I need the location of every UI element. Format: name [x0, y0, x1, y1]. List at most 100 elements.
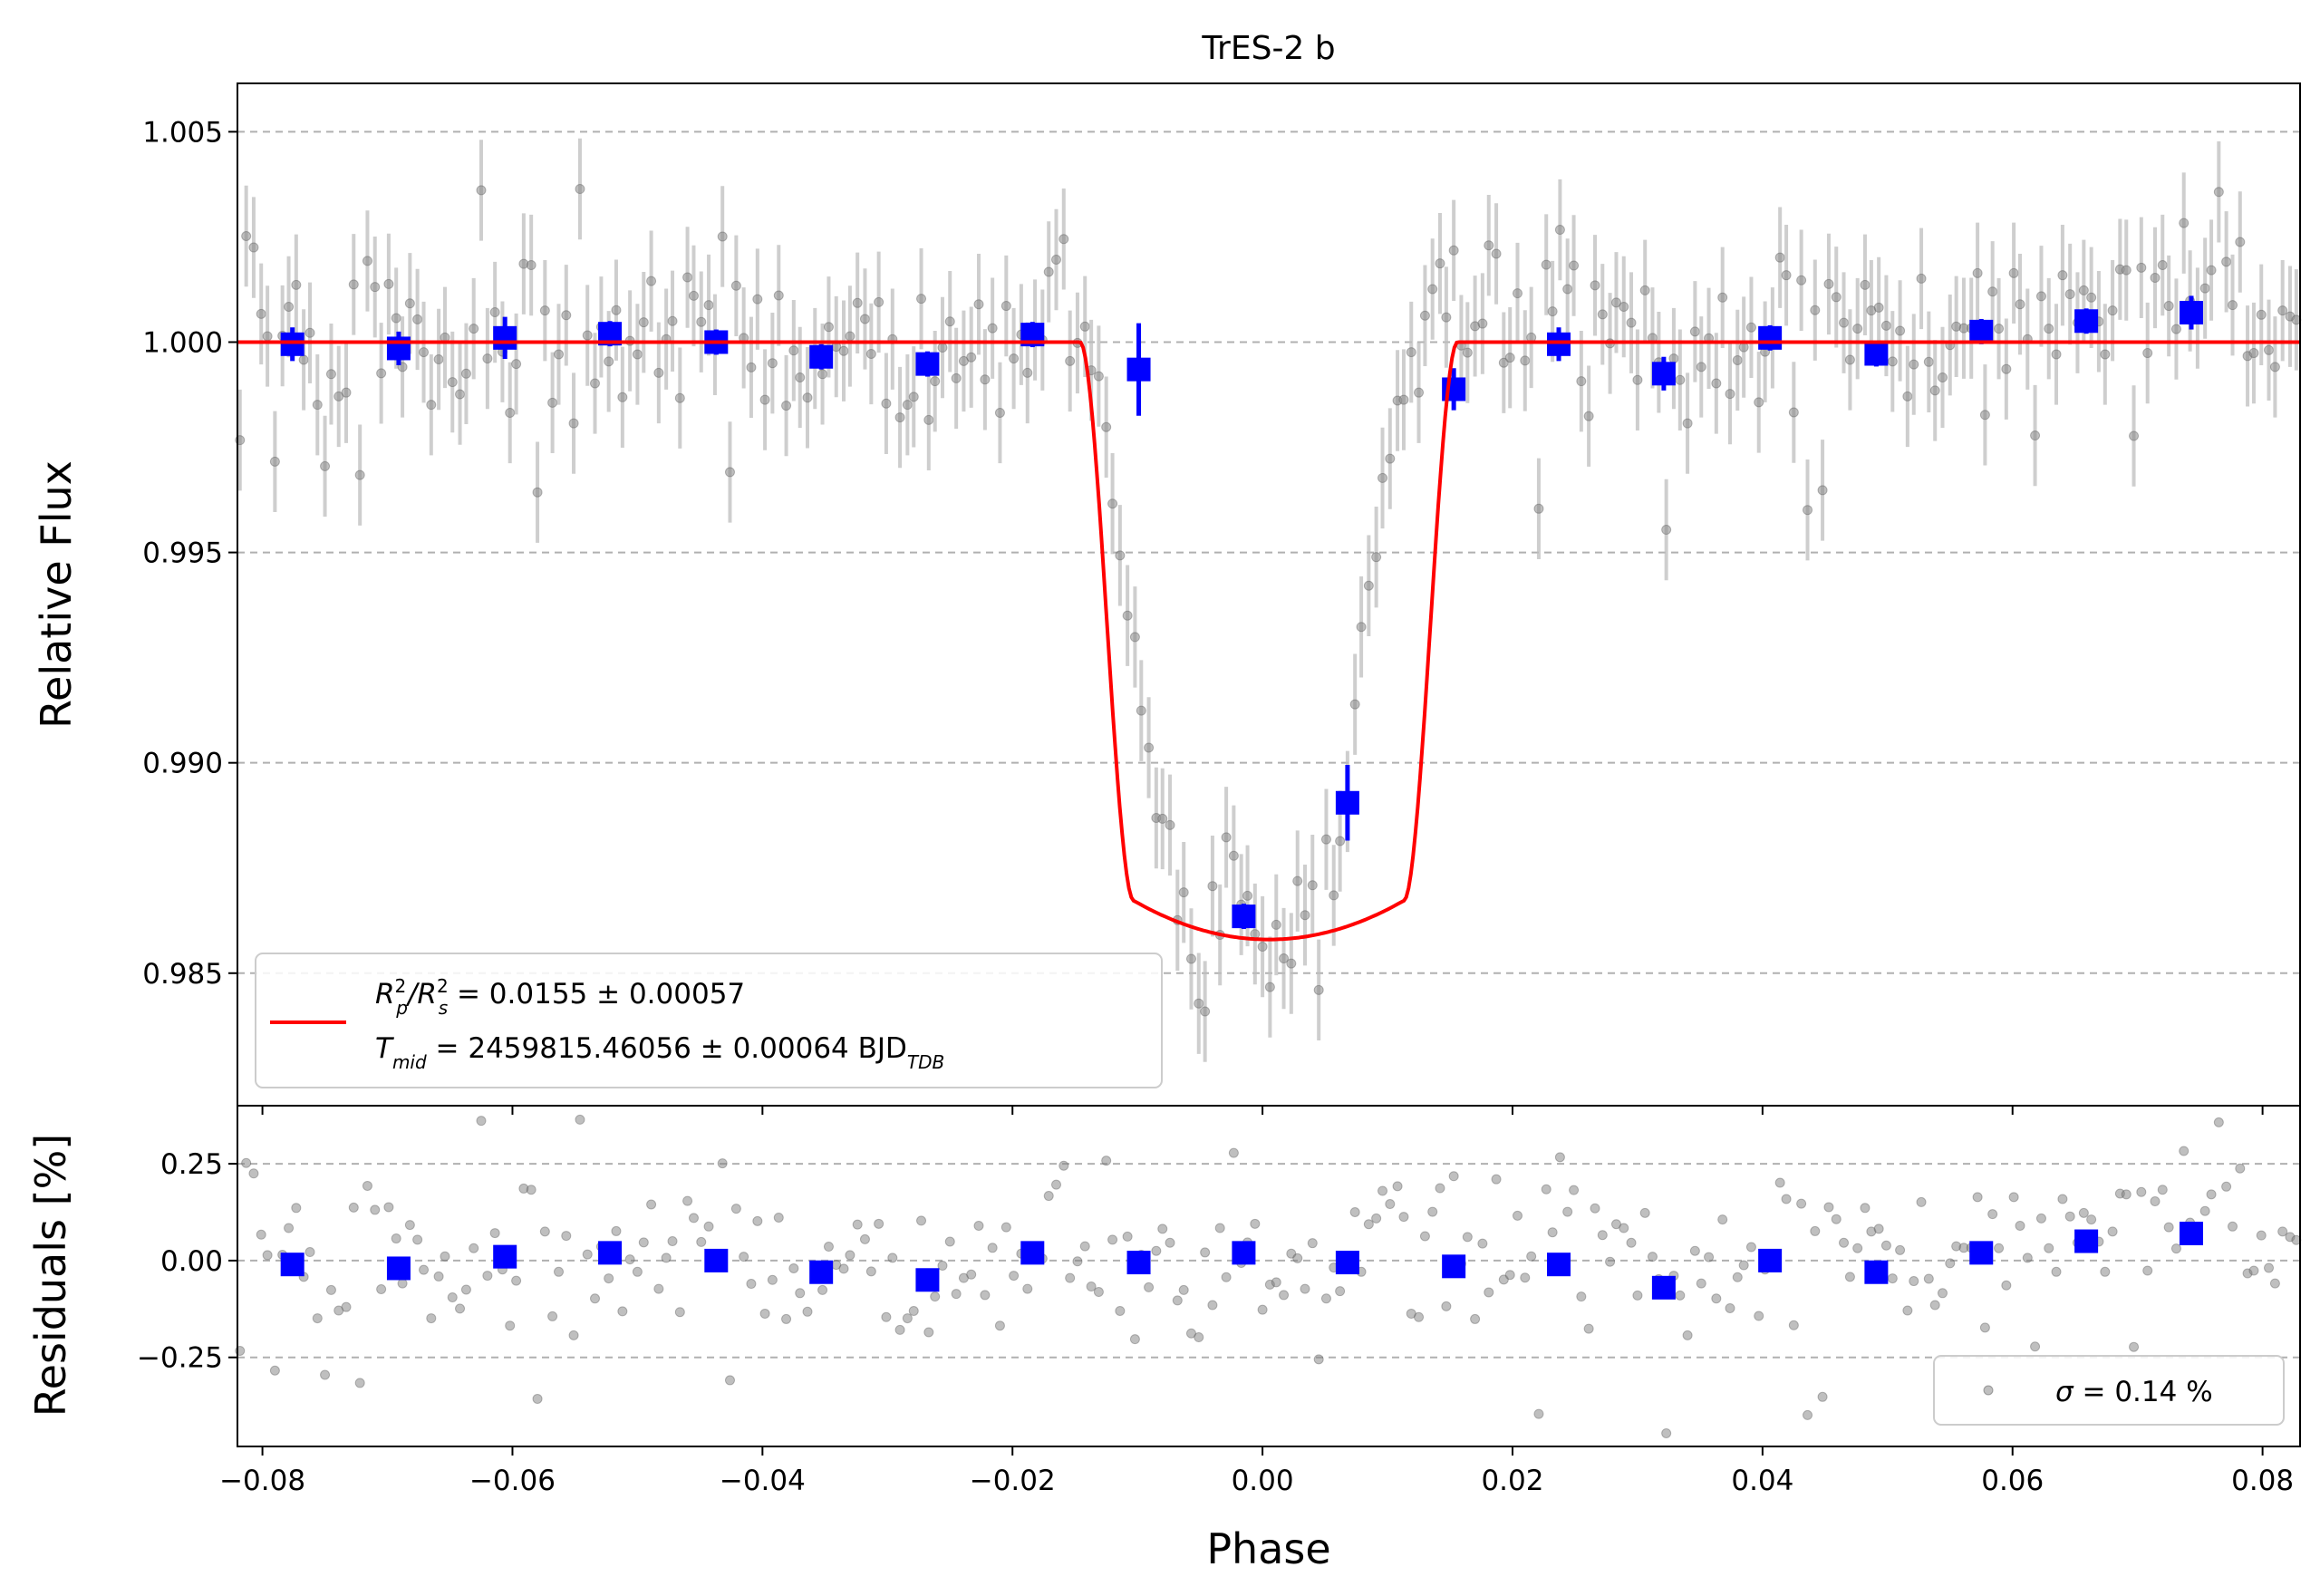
raw-point: [1363, 580, 1374, 591]
raw-point: [1051, 254, 1062, 265]
raw-point: [795, 372, 806, 382]
main-y-tick-label: 0.985: [142, 958, 223, 991]
raw-point: [2248, 348, 2259, 359]
raw-point: [575, 184, 585, 195]
residual-point: [1661, 1427, 1672, 1438]
legend-p-sub: p: [395, 997, 408, 1019]
raw-point: [1462, 347, 1473, 358]
residual-point: [391, 1233, 401, 1244]
raw-point: [404, 298, 415, 309]
raw-point: [1157, 813, 1168, 824]
residual-binned-point: [2179, 1222, 2203, 1245]
residual-point: [1086, 1282, 1097, 1292]
raw-point: [291, 279, 302, 290]
residual-point: [746, 1279, 757, 1290]
residual-point: [1292, 1253, 1303, 1263]
residual-point: [354, 1378, 365, 1388]
residual-point: [1520, 1272, 1531, 1283]
residual-point: [1696, 1278, 1706, 1289]
raw-point: [1844, 354, 1855, 365]
residual-y-tick-label: 0.00: [160, 1245, 223, 1278]
raw-point: [1831, 292, 1842, 303]
raw-point: [469, 324, 479, 334]
residual-point: [1419, 1231, 1430, 1242]
residual-point: [1022, 1283, 1033, 1294]
raw-point: [987, 323, 998, 334]
binned-point: [2179, 300, 2203, 324]
residual-point: [532, 1393, 543, 1404]
residual-point: [1738, 1260, 1749, 1271]
residual-point: [2129, 1341, 2140, 1352]
raw-point: [554, 349, 565, 360]
raw-point: [2163, 301, 2174, 312]
residual-point: [973, 1220, 984, 1231]
residual-point: [489, 1228, 500, 1239]
raw-point: [1979, 410, 1990, 421]
residual-point: [2051, 1266, 2062, 1277]
raw-point: [348, 279, 359, 290]
raw-point: [2057, 270, 2068, 281]
residual-binned-point: [704, 1248, 729, 1272]
raw-point: [1682, 418, 1693, 429]
residual-point: [688, 1213, 699, 1224]
residual-point: [994, 1320, 1005, 1331]
raw-point: [894, 412, 905, 423]
raw-point: [1185, 953, 1196, 964]
raw-point: [1491, 248, 1502, 259]
raw-point: [1441, 312, 1452, 323]
binned-point: [809, 344, 834, 369]
raw-point: [489, 307, 500, 318]
residual-point: [1385, 1199, 1396, 1210]
residual-point: [1831, 1214, 1842, 1224]
legend-r: R: [375, 978, 395, 1011]
residual-point: [617, 1306, 628, 1317]
residual-binned-point: [1335, 1251, 1359, 1275]
residual-point: [1619, 1223, 1629, 1233]
raw-point: [980, 374, 991, 385]
residual-point: [1435, 1183, 1445, 1194]
raw-point: [2264, 344, 2275, 355]
legend-rp-rs-value: = 0.0155 ± 0.00057: [448, 978, 745, 1011]
binned-point: [493, 325, 517, 350]
raw-point: [1569, 260, 1580, 271]
residual-point: [838, 1263, 849, 1274]
raw-point: [653, 367, 664, 378]
residual-point: [1576, 1291, 1587, 1302]
residual-point: [1916, 1196, 1927, 1207]
residual-binned-point: [1232, 1241, 1256, 1265]
residual-point: [447, 1292, 458, 1302]
residual-point: [1774, 1177, 1785, 1188]
residual-point: [1307, 1238, 1318, 1249]
raw-point: [1895, 325, 1906, 336]
residual-point: [2157, 1185, 2168, 1195]
legend-s-sup: 2: [437, 975, 449, 997]
raw-point: [1717, 292, 1728, 303]
residual-point: [1610, 1219, 1621, 1230]
residual-point: [887, 1253, 898, 1263]
residual-point: [1151, 1245, 1162, 1256]
raw-point: [1860, 279, 1870, 290]
residual-point: [1101, 1156, 1112, 1166]
residual-point: [1349, 1207, 1360, 1217]
model-curve: [237, 340, 2300, 942]
raw-point: [611, 305, 622, 315]
raw-point: [2044, 324, 2054, 334]
residual-point: [1398, 1212, 1409, 1223]
residual-point: [1725, 1302, 1735, 1313]
binned-point: [386, 336, 411, 361]
residual-panel-frame: [237, 1105, 2301, 1447]
raw-point: [1144, 742, 1155, 753]
residual-point: [1583, 1323, 1594, 1334]
raw-point: [2199, 283, 2210, 294]
residual-point: [902, 1313, 913, 1324]
residual-point: [951, 1289, 962, 1300]
raw-point: [773, 290, 784, 301]
residual-point: [1852, 1243, 1863, 1253]
residual-point: [440, 1251, 450, 1262]
residual-point: [1000, 1222, 1011, 1233]
raw-point: [1093, 371, 1104, 382]
residual-point: [703, 1221, 714, 1232]
residual-y-tick-label: 0.25: [160, 1148, 223, 1181]
residual-point: [1414, 1311, 1425, 1322]
